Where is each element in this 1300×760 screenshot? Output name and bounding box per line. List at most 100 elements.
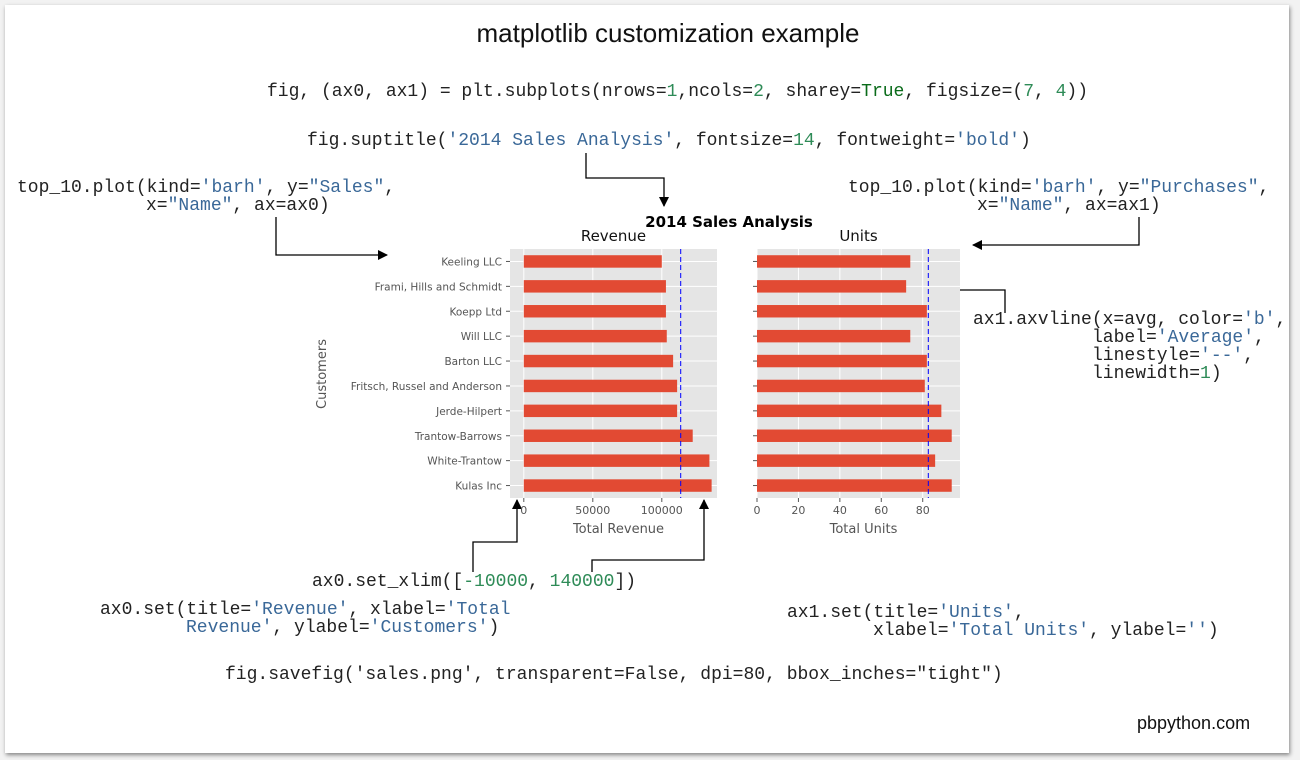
bar xyxy=(757,354,927,368)
credit-text: pbpython.com xyxy=(1137,713,1251,733)
code-token: x= xyxy=(977,196,999,216)
code-snippet-xlim: ax0.set_xlim([-10000, 140000]) xyxy=(312,573,636,591)
x-tick-label: 60 xyxy=(874,504,888,517)
y-tick-label: Jerde-Hilpert xyxy=(435,406,502,418)
panel-title: Revenue xyxy=(581,227,646,245)
code-token: '' xyxy=(1186,621,1208,641)
y-tick-label: Will LLC xyxy=(461,331,502,343)
code-token: , ylabel= xyxy=(272,618,370,638)
y-tick-label: Kulas Inc xyxy=(455,481,502,493)
code-token: 'b' xyxy=(1243,310,1276,330)
code-line: xlabel='Total Units', ylabel='') xyxy=(873,622,1219,640)
code-token: , xyxy=(1254,328,1265,348)
code-token: , xyxy=(384,178,396,198)
code-token: 'bold' xyxy=(955,131,1020,151)
code-token: ax0.set(title= xyxy=(100,600,252,620)
y-axis-label: Customers xyxy=(315,339,330,409)
code-snippet-subplots: fig, (ax0, ax1) = plt.subplots(nrows=1,n… xyxy=(267,83,1088,101)
code-line: ax0.set_xlim([-10000, 140000]) xyxy=(312,573,636,591)
code-token: , sharey= xyxy=(763,82,862,102)
code-token: 'Average' xyxy=(1156,328,1255,348)
bar xyxy=(757,404,942,418)
bar xyxy=(523,280,666,293)
code-snippet-right: top_10.plot(kind='barh', y="Purchases", x… xyxy=(848,179,1269,215)
code-token: fig.suptitle( xyxy=(307,131,448,151)
bar xyxy=(757,329,911,343)
code-token: ) xyxy=(1019,131,1031,151)
code-token: , xyxy=(1258,178,1270,198)
x-axis-label: Total Revenue xyxy=(572,522,664,537)
code-token: )) xyxy=(1066,82,1089,102)
code-token: "Purchases" xyxy=(1139,178,1259,198)
y-tick-label: Barton LLC xyxy=(444,356,502,368)
code-line: top_10.plot(kind='barh', y="Sales", xyxy=(17,179,395,197)
code-token: 7 xyxy=(1023,82,1034,102)
code-token: 'barh' xyxy=(200,178,266,198)
code-token: , ax=ax1) xyxy=(1063,196,1161,216)
arrow-suptitle xyxy=(585,153,669,207)
code-token: fig.savefig('sales.png', transparent=Fal… xyxy=(225,665,1003,685)
code-line: fig.savefig('sales.png', transparent=Fal… xyxy=(225,666,1003,684)
code-token: top_10.plot(kind= xyxy=(848,178,1032,198)
code-token: 1 xyxy=(666,82,678,102)
code-line: linewidth=1) xyxy=(1092,365,1300,383)
code-token: ax1.axvline(x=avg, color= xyxy=(973,310,1244,330)
code-token: ]) xyxy=(614,572,637,592)
code-line: Revenue', ylabel='Customers') xyxy=(186,619,596,637)
bar xyxy=(523,305,666,318)
code-token: "Name" xyxy=(998,196,1064,216)
code-token: '--' xyxy=(1200,346,1244,366)
code-token: , ax=ax0) xyxy=(232,196,330,216)
x-tick-label: 80 xyxy=(916,504,930,517)
code-line: top_10.plot(kind='barh', y="Purchases", xyxy=(848,179,1269,197)
code-token: xlabel= xyxy=(873,621,949,641)
code-snippet-axvline: ax1.axvline(x=avg, color='b', label='Aver… xyxy=(973,311,1286,383)
code-token: linestyle= xyxy=(1092,346,1201,366)
code-line: ax1.axvline(x=avg, color='b', xyxy=(973,311,1286,329)
bar xyxy=(757,379,925,393)
code-snippet-suptitle: fig.suptitle('2014 Sales Analysis', font… xyxy=(307,132,1031,150)
bar xyxy=(757,255,911,268)
code-line: ax0.set(title='Revenue', xlabel='Total xyxy=(100,601,510,619)
code-token: , y= xyxy=(265,178,309,198)
code-token: 'Revenue' xyxy=(251,600,349,620)
code-line: fig, (ax0, ax1) = plt.subplots(nrows=1,n… xyxy=(267,83,1088,101)
code-token: , fontsize= xyxy=(674,131,794,151)
diagram-title: matplotlib customization example xyxy=(476,18,860,48)
bar xyxy=(757,454,936,467)
bar xyxy=(757,429,952,442)
code-token: 'Total xyxy=(445,600,511,620)
y-tick-label: Frami, Hills and Schmidt xyxy=(375,281,502,293)
code-line: fig.suptitle('2014 Sales Analysis', font… xyxy=(307,132,1031,150)
code-token: , y= xyxy=(1096,178,1140,198)
code-token: ax1.set(title= xyxy=(787,603,939,623)
code-token: 2 xyxy=(753,82,764,102)
y-tick-label: Trantow-Barrows xyxy=(414,431,502,443)
code-token: 4 xyxy=(1055,82,1067,102)
code-token: 1 xyxy=(1200,364,1211,384)
bar xyxy=(523,329,667,343)
code-token: top_10.plot(kind= xyxy=(17,178,201,198)
code-snippet-left: top_10.plot(kind='barh', y="Sales", x="Na… xyxy=(17,179,395,215)
code-token: , xyxy=(1243,346,1255,366)
code-token: , figsize=( xyxy=(904,82,1024,102)
code-token: ) xyxy=(488,618,500,638)
arrow-xlim-right xyxy=(591,499,709,572)
code-token: , xyxy=(1034,82,1056,102)
code-token: 'Units' xyxy=(938,603,1014,623)
code-token: , xyxy=(1013,603,1025,623)
bar xyxy=(523,454,710,467)
y-tick-label: Fritsch, Russel and Anderson xyxy=(351,381,502,393)
bar xyxy=(523,479,712,492)
y-tick-label: Koepp Ltd xyxy=(449,306,502,318)
panel-title: Units xyxy=(839,227,878,245)
code-token: label= xyxy=(1092,328,1157,348)
code-token: , xyxy=(528,572,550,592)
code-token: , xyxy=(1275,310,1287,330)
code-token: 'Total Units' xyxy=(948,621,1090,641)
code-token: '2014 Sales Analysis' xyxy=(447,131,675,151)
code-line: ax1.set(title='Units', xyxy=(787,604,1133,622)
bar xyxy=(523,255,662,268)
x-tick-label: 20 xyxy=(791,504,805,517)
